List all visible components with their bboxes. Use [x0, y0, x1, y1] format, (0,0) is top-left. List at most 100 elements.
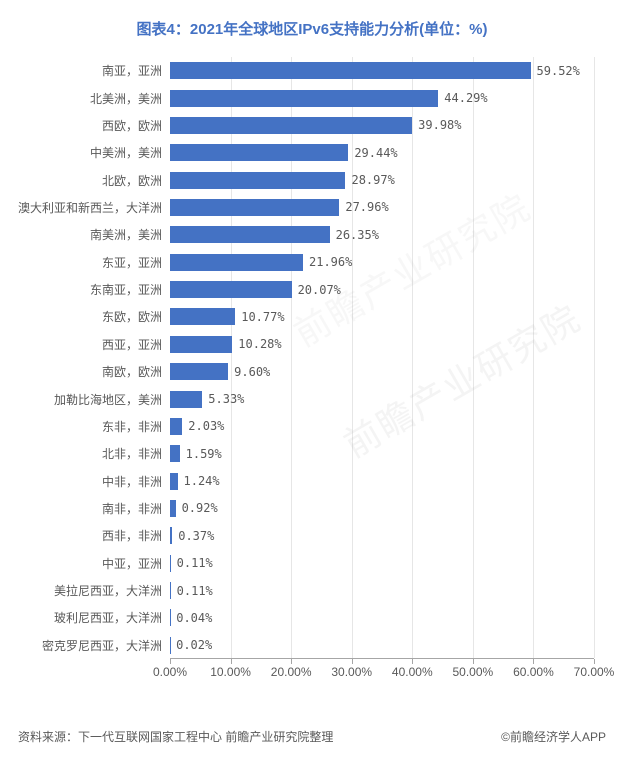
tick-mark — [170, 659, 171, 664]
bar-row: 西亚，亚洲10.28% — [170, 331, 594, 358]
category-label: 东南亚，亚洲 — [90, 281, 162, 298]
category-label: 东亚，亚洲 — [102, 254, 162, 271]
bar-row: 中亚，亚洲0.11% — [170, 550, 594, 577]
bar — [170, 281, 292, 298]
x-tick-label: 70.00% — [574, 665, 615, 679]
bar-row: 北非，非洲1.59% — [170, 440, 594, 467]
value-label: 0.02% — [176, 638, 212, 652]
category-label: 西非，非洲 — [102, 527, 162, 544]
tick-mark — [473, 659, 474, 664]
category-label: 南亚，亚洲 — [102, 62, 162, 79]
bar — [170, 199, 339, 216]
category-label: 中亚，亚洲 — [102, 555, 162, 572]
bar — [170, 117, 412, 134]
bar — [170, 391, 202, 408]
x-axis: 0.00%10.00%20.00%30.00%40.00%50.00%60.00… — [170, 659, 594, 685]
bar — [170, 336, 232, 353]
chart-footer: 资料来源：下一代互联网国家工程中心 前瞻产业研究院整理 ©前瞻经济学人APP — [18, 728, 606, 745]
bar — [170, 226, 330, 243]
category-label: 东非，非洲 — [102, 418, 162, 435]
bar — [170, 555, 171, 572]
brand-text: ©前瞻经济学人APP — [501, 728, 606, 745]
x-tick-label: 30.00% — [331, 665, 372, 679]
x-tick-label: 10.00% — [210, 665, 251, 679]
category-label: 西欧，欧洲 — [102, 117, 162, 134]
value-label: 0.37% — [178, 529, 214, 543]
bar-row: 澳大利亚和新西兰，大洋洲27.96% — [170, 194, 594, 221]
tick-mark — [594, 659, 595, 664]
bar — [170, 363, 228, 380]
bar — [170, 62, 531, 79]
tick-mark — [533, 659, 534, 664]
category-label: 北非，非洲 — [102, 445, 162, 462]
bar — [170, 172, 345, 189]
value-label: 1.59% — [186, 447, 222, 461]
value-label: 0.92% — [182, 501, 218, 515]
x-tick-label: 60.00% — [513, 665, 554, 679]
bar — [170, 582, 171, 599]
category-label: 东欧，欧洲 — [102, 308, 162, 325]
value-label: 0.04% — [176, 611, 212, 625]
category-label: 西亚，亚洲 — [102, 336, 162, 353]
category-label: 玻利尼西亚，大洋洲 — [54, 609, 162, 626]
bar-row: 北欧，欧洲28.97% — [170, 166, 594, 193]
bar-row: 南欧，欧洲9.60% — [170, 358, 594, 385]
bar — [170, 308, 235, 325]
category-label: 南欧，欧洲 — [102, 363, 162, 380]
bar-row: 西欧，欧洲39.98% — [170, 112, 594, 139]
bar-row: 南亚，亚洲59.52% — [170, 57, 594, 84]
chart-title: 图表4：2021年全球地区IPv6支持能力分析(单位：%) — [0, 0, 624, 57]
bar-row: 东南亚，亚洲20.07% — [170, 276, 594, 303]
category-label: 北美洲，美洲 — [90, 90, 162, 107]
category-label: 加勒比海地区，美洲 — [54, 391, 162, 408]
bar-row: 南非，非洲0.92% — [170, 495, 594, 522]
category-label: 南非，非洲 — [102, 500, 162, 517]
bar-row: 密克罗尼西亚，大洋洲0.02% — [170, 632, 594, 659]
bar-row: 玻利尼西亚，大洋洲0.04% — [170, 604, 594, 631]
value-label: 1.24% — [184, 474, 220, 488]
tick-mark — [231, 659, 232, 664]
value-label: 10.77% — [241, 310, 284, 324]
bar — [170, 473, 178, 490]
value-label: 28.97% — [351, 173, 394, 187]
category-label: 密克罗尼西亚，大洋洲 — [42, 637, 162, 654]
bar-row: 北美洲，美洲44.29% — [170, 84, 594, 111]
bar — [170, 500, 176, 517]
bar — [170, 144, 348, 161]
bar-row: 东亚，亚洲21.96% — [170, 249, 594, 276]
value-label: 44.29% — [444, 91, 487, 105]
value-label: 27.96% — [345, 200, 388, 214]
value-label: 0.11% — [177, 556, 213, 570]
value-label: 5.33% — [208, 392, 244, 406]
value-label: 59.52% — [537, 64, 580, 78]
grid-line — [594, 57, 595, 658]
tick-mark — [352, 659, 353, 664]
value-label: 39.98% — [418, 118, 461, 132]
value-label: 10.28% — [238, 337, 281, 351]
tick-mark — [291, 659, 292, 664]
value-label: 9.60% — [234, 365, 270, 379]
bar — [170, 527, 172, 544]
bar-row: 东非，非洲2.03% — [170, 413, 594, 440]
chart-area: 南亚，亚洲59.52%北美洲，美洲44.29%西欧，欧洲39.98%中美洲，美洲… — [170, 57, 594, 685]
bar-row: 加勒比海地区，美洲5.33% — [170, 385, 594, 412]
value-label: 2.03% — [188, 419, 224, 433]
bar — [170, 254, 303, 271]
x-tick-label: 40.00% — [392, 665, 433, 679]
bar-row: 东欧，欧洲10.77% — [170, 303, 594, 330]
value-label: 26.35% — [336, 228, 379, 242]
bar-row: 中非，非洲1.24% — [170, 467, 594, 494]
bar-row: 美拉尼西亚，大洋洲0.11% — [170, 577, 594, 604]
category-label: 澳大利亚和新西兰，大洋洲 — [18, 199, 162, 216]
bar — [170, 90, 438, 107]
value-label: 21.96% — [309, 255, 352, 269]
x-tick-label: 50.00% — [452, 665, 493, 679]
x-tick-label: 20.00% — [271, 665, 312, 679]
category-label: 中美洲，美洲 — [90, 144, 162, 161]
tick-mark — [412, 659, 413, 664]
bar-row: 西非，非洲0.37% — [170, 522, 594, 549]
bar — [170, 445, 180, 462]
category-label: 北欧，欧洲 — [102, 172, 162, 189]
category-label: 美拉尼西亚，大洋洲 — [54, 582, 162, 599]
bar-row: 中美洲，美洲29.44% — [170, 139, 594, 166]
